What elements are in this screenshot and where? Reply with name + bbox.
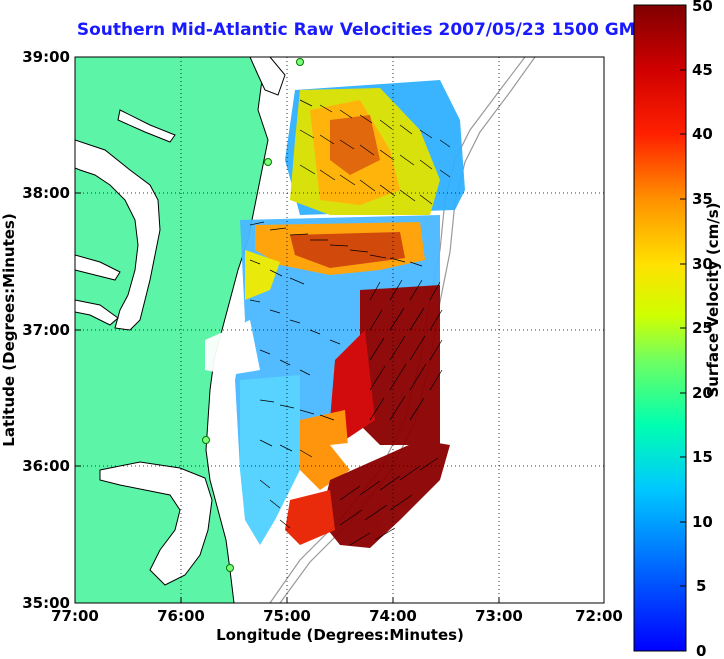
colorbar-tick-labels: 50 45 40 35 30 25 20 15 10 5 0	[692, 0, 713, 659]
x-axis-label: Longitude (Degrees:Minutes)	[216, 626, 464, 644]
x-tick-label: 74:00	[369, 607, 417, 625]
colorbar-tick-label: 15	[692, 448, 713, 466]
colorbar-tick-label: 30	[692, 255, 713, 273]
x-tick-label: 73:00	[475, 607, 523, 625]
tick-marks	[75, 192, 500, 603]
radar-stations	[202, 58, 304, 572]
colorbar-tick-label: 10	[692, 513, 713, 531]
y-axis-label: Latitude (Degrees:Minutes)	[0, 213, 18, 446]
y-tick-label: 35:00	[22, 594, 70, 612]
colorbar-tick-label: 5	[696, 577, 706, 595]
river	[117, 109, 176, 143]
y-tick-label: 36:00	[22, 457, 70, 475]
colorbar-tick-label: 0	[696, 642, 706, 659]
y-tick-label: 37:00	[22, 321, 70, 339]
river	[75, 254, 121, 281]
y-tick-labels: 39:00 38:00 37:00 36:00 35:00	[22, 48, 70, 612]
colorbar-tick-label: 50	[692, 0, 713, 15]
map-title: Southern Mid-Atlantic Raw Velocities 200…	[76, 20, 648, 40]
colorbar-label: Surface Velocity (cm/s)	[704, 202, 722, 397]
colorbar-tick-label: 45	[692, 61, 713, 79]
radar-station-marker	[296, 58, 304, 66]
x-tick-label: 75:00	[263, 607, 311, 625]
x-tick-label: 72:00	[575, 607, 623, 625]
river	[75, 299, 119, 326]
x-tick-label: 76:00	[157, 607, 205, 625]
colorbar-ticks	[680, 69, 686, 587]
radar-station-marker	[226, 564, 234, 572]
grid-lines	[75, 57, 604, 603]
y-tick-label: 38:00	[22, 184, 70, 202]
colorbar	[633, 4, 687, 652]
colorbar-tick-label: 35	[692, 190, 713, 208]
pamlico-sound	[99, 461, 213, 586]
colorbar-tick-label: 20	[692, 384, 713, 402]
colorbar-tick-label: 40	[692, 125, 713, 143]
x-tick-labels: 77:00 76:00 75:00 74:00 73:00 72:00	[51, 607, 623, 625]
radar-station-marker	[264, 158, 272, 166]
y-tick-label: 39:00	[22, 48, 70, 66]
chesapeake-bay	[75, 139, 161, 331]
radar-station-marker	[202, 436, 210, 444]
x-tick-label: 77:00	[51, 607, 99, 625]
velocity-vectors	[249, 99, 451, 546]
delaware-bay	[249, 57, 286, 96]
velocity-field	[205, 80, 465, 548]
colorbar-tick-label: 25	[692, 319, 713, 337]
